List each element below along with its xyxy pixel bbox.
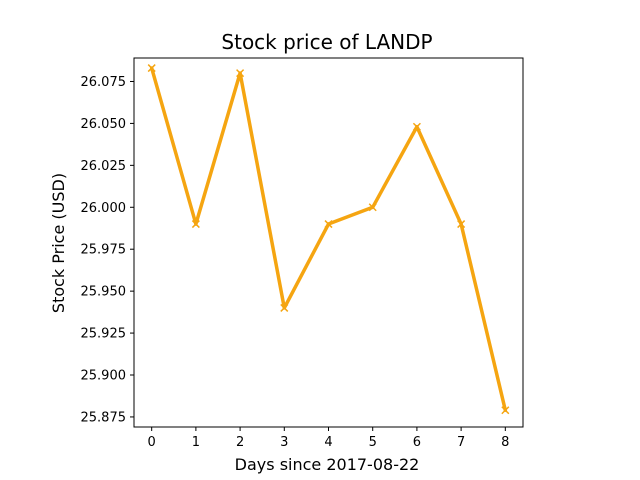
x-tick-label: 7 — [457, 435, 465, 450]
y-tick-label: 26.000 — [81, 201, 127, 216]
data-point — [147, 64, 156, 73]
y-tick-label: 26.050 — [81, 117, 127, 132]
data-point — [280, 303, 289, 312]
data-point — [501, 406, 510, 415]
data-point — [457, 220, 466, 229]
x-tick-label: 4 — [324, 435, 332, 450]
x-tick-label: 2 — [236, 435, 244, 450]
x-tick-label: 0 — [148, 435, 156, 450]
x-tick-label: 1 — [192, 435, 200, 450]
x-tick-label: 3 — [280, 435, 288, 450]
series-line — [149, 66, 508, 412]
x-tick-label: 6 — [413, 435, 421, 450]
x-tick-label: 8 — [501, 435, 509, 450]
y-axis-title: Stock Price (USD) — [49, 173, 68, 313]
x-tick-label: 5 — [369, 435, 377, 450]
chart-title: Stock price of LANDP — [221, 30, 432, 54]
data-point — [236, 69, 245, 78]
data-point — [191, 220, 200, 229]
y-tick-label: 25.925 — [81, 327, 127, 342]
x-axis-title: Days since 2017-08-22 — [235, 455, 420, 474]
y-tick-label: 25.975 — [81, 243, 127, 258]
data-point — [368, 203, 377, 212]
data-point — [412, 122, 421, 131]
y-tick-label: 25.900 — [81, 369, 127, 384]
y-tick-label: 26.025 — [81, 159, 127, 174]
plot-area: 0 1 2 3 4 5 6 7 8 25.875 25.900 25.925 25.950 25.975 2… — [81, 57, 524, 450]
data-point — [324, 220, 333, 229]
y-tick-label: 25.875 — [81, 410, 127, 425]
y-tick-label: 25.950 — [81, 285, 127, 300]
y-tick-label: 26.075 — [81, 75, 127, 90]
